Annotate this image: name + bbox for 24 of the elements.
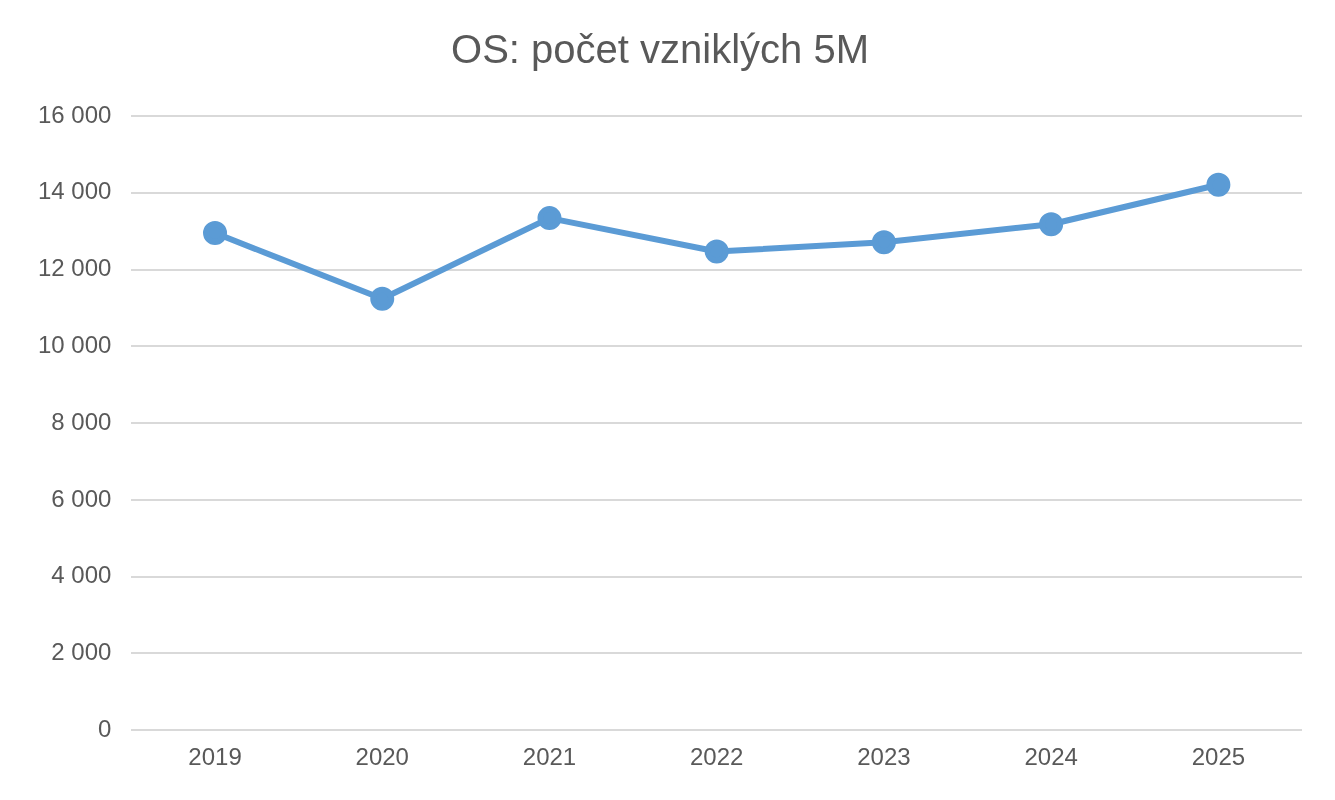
point — [1206, 172, 1231, 197]
y-tick-label: 0 — [98, 714, 112, 742]
y-tick-label: 4 000 — [51, 561, 112, 589]
x-tick-label: 2019 — [188, 743, 242, 771]
y-tick-label: 10 000 — [38, 330, 112, 358]
x-tick-label: 2020 — [355, 743, 409, 771]
y-tick-label: 8 000 — [51, 407, 112, 435]
y-tick-label: 12 000 — [38, 254, 112, 282]
x-tick-label: 2025 — [1191, 743, 1246, 771]
point — [704, 239, 729, 264]
y-tick-label: 14 000 — [38, 177, 112, 205]
x-tick-label: 2022 — [690, 743, 744, 771]
point — [203, 221, 228, 246]
point — [370, 286, 395, 311]
x-tick-label: 2021 — [522, 743, 577, 771]
x-tick-label: 2023 — [857, 743, 911, 771]
y-tick-label: 16 000 — [38, 100, 112, 128]
point — [537, 206, 562, 231]
point — [1039, 212, 1064, 237]
point — [871, 230, 896, 255]
y-tick-label: 2 000 — [51, 638, 112, 666]
y-tick-label: 6 000 — [51, 484, 112, 512]
x-tick-label: 2024 — [1024, 743, 1078, 771]
chart-title: OS: počet vzniklých 5M — [451, 27, 869, 72]
